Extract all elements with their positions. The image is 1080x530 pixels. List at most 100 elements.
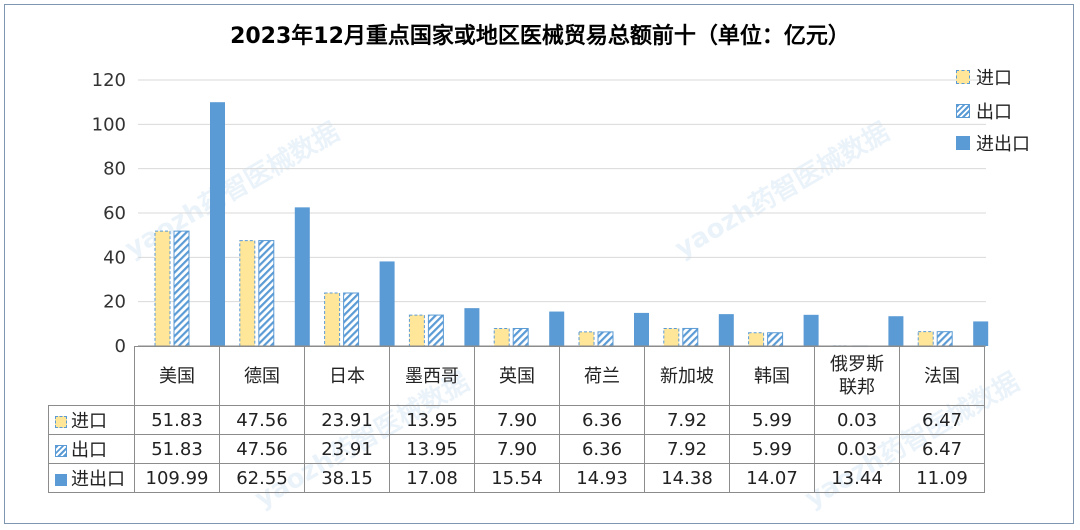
y-tick-label: 120 xyxy=(92,70,126,91)
data-label: 17.08 xyxy=(389,463,475,493)
bar-export xyxy=(936,331,953,347)
legend-label-export: 出口 xyxy=(976,102,1012,123)
legend-label-import: 进口 xyxy=(976,68,1012,89)
x-tick-label: 美国 xyxy=(134,346,220,406)
bar-import xyxy=(324,292,341,347)
bar-import xyxy=(408,314,425,347)
data-label: 6.36 xyxy=(559,434,645,464)
bar-total xyxy=(888,316,904,346)
bar-export xyxy=(173,230,190,347)
bar-import xyxy=(917,331,934,347)
bar-export xyxy=(258,240,275,347)
data-label: 7.90 xyxy=(474,405,560,435)
legend-swatch-import xyxy=(956,70,970,84)
x-tick-label: 俄罗斯 联邦 xyxy=(814,346,900,406)
data-label: 0.03 xyxy=(814,434,900,464)
data-label: 6.47 xyxy=(899,405,985,435)
bar-import xyxy=(154,230,171,347)
bar-import xyxy=(239,240,256,347)
data-label: 7.90 xyxy=(474,434,560,464)
data-label: 5.99 xyxy=(729,405,815,435)
x-tick-label: 韩国 xyxy=(729,346,815,406)
data-label: 14.07 xyxy=(729,463,815,493)
y-tick-label: 80 xyxy=(103,159,126,180)
data-label: 15.54 xyxy=(474,463,560,493)
data-label: 0.03 xyxy=(814,405,900,435)
chart-title: 2023年12月重点国家或地区医械贸易总额前十（单位：亿元） xyxy=(230,24,850,49)
data-label: 6.36 xyxy=(559,405,645,435)
x-tick-label: 英国 xyxy=(474,346,560,406)
bar-export xyxy=(512,327,529,347)
bar-import xyxy=(493,327,510,347)
bar-import xyxy=(663,327,680,347)
bar-total xyxy=(210,102,225,346)
x-tick-label: 德国 xyxy=(219,346,305,406)
bar-total xyxy=(718,314,734,346)
data-label: 6.47 xyxy=(899,434,985,464)
bar-export xyxy=(427,314,444,347)
data-label: 23.91 xyxy=(304,434,390,464)
category-row: 美国 德国 日本 墨西哥 英国 荷兰 新加坡 韩国 俄罗斯 联邦 法国 xyxy=(48,346,985,406)
bar-total xyxy=(973,321,989,346)
y-tick-label: 20 xyxy=(103,292,126,313)
table-row-import: 进口 51.83 47.56 23.91 13.95 7.90 6.36 7.92 5.99 0… xyxy=(48,405,985,435)
data-label: 7.92 xyxy=(644,434,730,464)
row-label-text: 出口 xyxy=(71,440,107,461)
data-label: 51.83 xyxy=(134,434,220,464)
bar-export xyxy=(767,332,784,347)
row-label-total: 进出口 xyxy=(48,463,135,493)
table-row-total: 进出口 109.99 62.55 38.15 17.08 15.54 14.93 14.38… xyxy=(48,463,985,493)
data-label: 7.92 xyxy=(644,405,730,435)
y-tick-label: 60 xyxy=(103,203,126,224)
x-tick-label: 新加坡 xyxy=(644,346,730,406)
row-label-import: 进口 xyxy=(48,405,135,435)
legend-item-export: 出口 xyxy=(956,98,1012,124)
row-swatch-total xyxy=(55,474,67,486)
legend-swatch-total xyxy=(956,136,970,150)
x-tick-label: 法国 xyxy=(899,346,985,406)
data-label: 47.56 xyxy=(219,405,305,435)
bar-total xyxy=(803,314,819,346)
y-tick-label: 40 xyxy=(103,247,126,268)
data-label: 5.99 xyxy=(729,434,815,464)
row-swatch-export xyxy=(55,445,67,457)
table-corner xyxy=(48,346,135,406)
x-tick-label: 荷兰 xyxy=(559,346,645,406)
x-tick-label: 墨西哥 xyxy=(389,346,475,406)
data-label: 51.83 xyxy=(134,405,220,435)
data-table: 美国 德国 日本 墨西哥 英国 荷兰 新加坡 韩国 俄罗斯 联邦 法国 进口 51.83 47.56 2… xyxy=(48,346,985,493)
bar-export xyxy=(682,327,699,347)
data-label: 14.93 xyxy=(559,463,645,493)
data-label: 109.99 xyxy=(134,463,220,493)
data-label: 13.95 xyxy=(389,405,475,435)
row-label-export: 出口 xyxy=(48,434,135,464)
bar-import xyxy=(578,331,595,347)
table-row-export: 出口 51.83 47.56 23.91 13.95 7.90 6.36 7.92 5.99 0… xyxy=(48,434,985,464)
data-label: 38.15 xyxy=(304,463,390,493)
bar-total xyxy=(549,311,565,346)
data-label: 14.38 xyxy=(644,463,730,493)
row-swatch-import xyxy=(55,416,67,428)
legend-item-total: 进出口 xyxy=(956,130,1030,156)
data-label: 62.55 xyxy=(219,463,305,493)
y-tick-label: 100 xyxy=(92,114,126,135)
x-tick-label: 日本 xyxy=(304,346,390,406)
bar-total xyxy=(464,308,480,346)
row-label-text: 进出口 xyxy=(71,469,125,490)
legend-label-total: 进出口 xyxy=(976,134,1030,155)
bar-total xyxy=(379,261,395,346)
bar-import xyxy=(748,332,765,347)
legend-swatch-export xyxy=(956,104,970,118)
bar-total xyxy=(634,312,649,346)
data-label: 13.44 xyxy=(814,463,900,493)
data-label: 11.09 xyxy=(899,463,985,493)
bar-total xyxy=(294,207,310,346)
bar-export xyxy=(597,331,614,347)
data-label: 47.56 xyxy=(219,434,305,464)
data-label: 13.95 xyxy=(389,434,475,464)
row-label-text: 进口 xyxy=(71,411,107,432)
data-label: 23.91 xyxy=(304,405,390,435)
legend-item-import: 进口 xyxy=(956,64,1012,90)
bar-export xyxy=(343,292,360,347)
